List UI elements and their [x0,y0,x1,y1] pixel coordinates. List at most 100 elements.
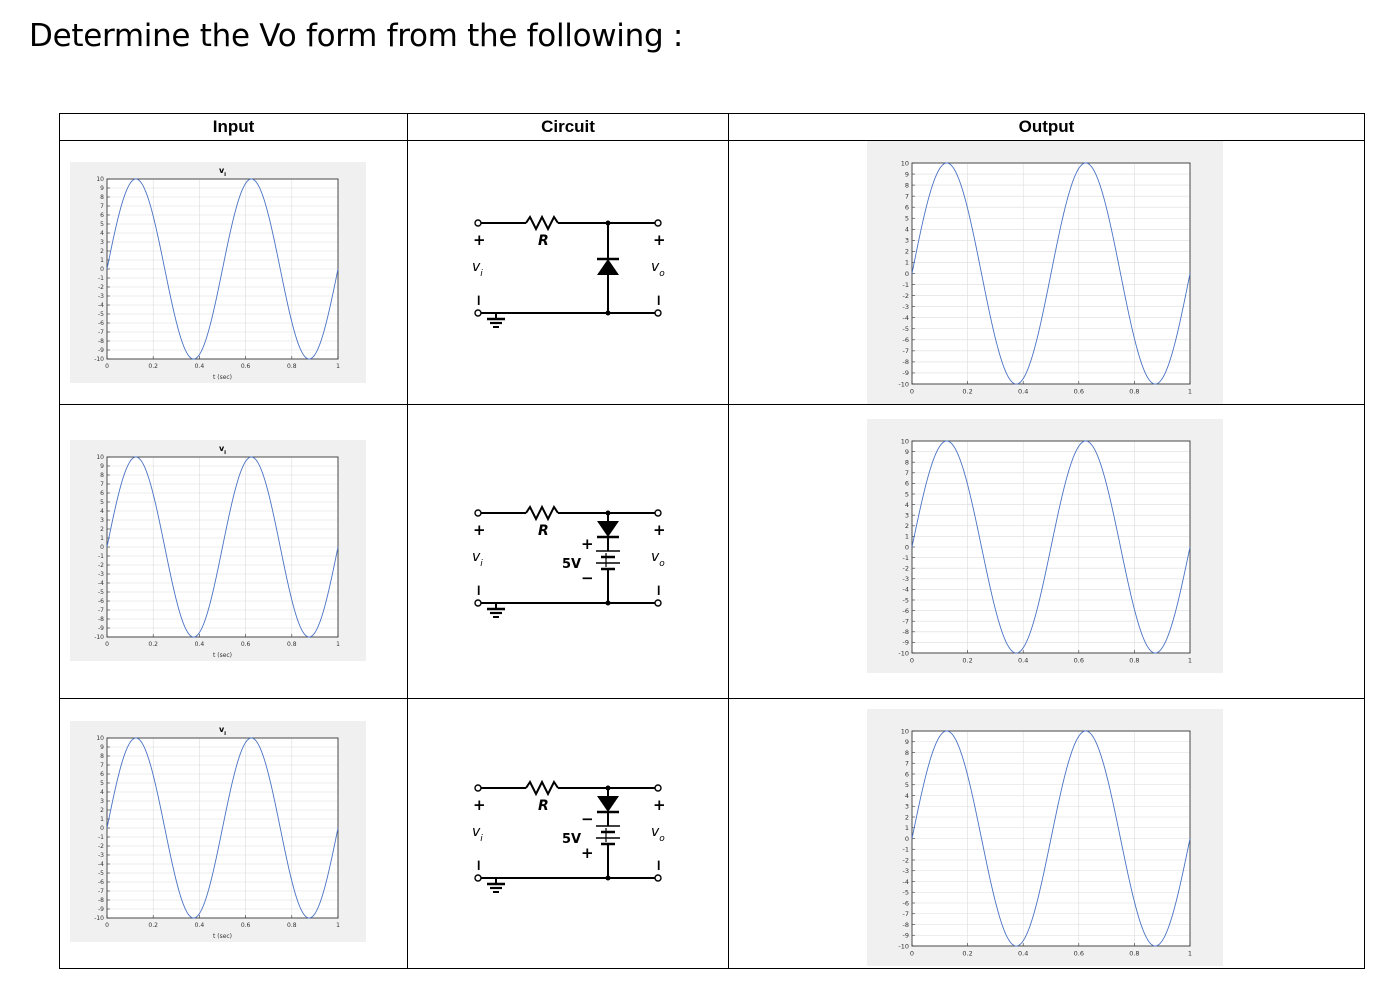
y-tick-label: 4 [905,792,909,800]
y-tick-label: -8 [903,628,909,636]
x-tick-label: 0.6 [241,922,251,929]
y-tick-label: -2 [98,843,104,850]
output-cell-2: 10 9 8 7 6 5 4 3 2 1 0 -1 -2 -3 -4 -5 -6 -7 -8 -9 -10 0 0.2 0.4… [728,404,1365,699]
circuit-diagram-3: R + − vi + − vo − +5V [470,779,668,893]
y-tick-label: -4 [903,314,909,322]
y-tick-label: 10 [901,727,909,735]
y-tick-label: 0 [100,544,104,551]
y-tick-label: 10 [96,735,104,742]
x-tick-label: 1 [336,922,340,929]
output-cell-3: 10 9 8 7 6 5 4 3 2 1 0 -1 -2 -3 -4 -5 -6 -7 -8 -9 -10 0 0.2 0.4… [728,698,1365,969]
x-axis-label: t (sec) [213,374,232,381]
terminal-node [654,874,662,882]
x-tick-label: 0.8 [1129,388,1139,396]
y-tick-label: 3 [905,803,909,811]
y-tick-label: 2 [905,813,909,821]
output-plot-3: 10 9 8 7 6 5 4 3 2 1 0 -1 -2 -3 -4 -5 -6 -7 -8 -9 -10 0 0.2 0.4… [867,709,1223,966]
y-tick-label: 0 [100,266,104,273]
y-tick-label: -4 [98,580,104,587]
y-tick-label: -10 [898,649,909,657]
y-tick-label: 0 [100,825,104,832]
y-tick-label: 8 [100,472,104,479]
y-tick-label: 4 [100,508,104,515]
x-tick-label: 0 [910,657,914,665]
input-plus-sign: + [473,231,486,249]
input-cell-3: 10 9 8 7 6 5 4 3 2 1 0 -1 -2 -3 -4 -5 -6 -7 -8 -9 -10 0 0.2 0.4… [59,698,408,969]
y-tick-label: 7 [905,760,909,768]
input-minus-sign: − [470,859,488,872]
y-tick-label: 2 [100,248,104,255]
output-minus-sign: − [650,859,668,872]
y-tick-label: 6 [905,770,909,778]
x-tick-label: 0.4 [195,922,205,929]
input-plot-1: 10 9 8 7 6 5 4 3 2 1 0 -1 -2 -3 -4 -5 -6 -7 -8 -9 -10 0 0.2 0.4… [70,162,366,383]
y-tick-label: 5 [100,499,104,506]
y-tick-label: -7 [903,910,909,918]
x-tick-label: 0.2 [962,388,972,396]
y-tick-label: -2 [98,562,104,569]
y-tick-label: -9 [98,906,104,913]
y-tick-label: 5 [905,490,909,498]
y-tick-label: -8 [98,338,104,345]
y-tick-label: -1 [98,834,104,841]
terminal-node [474,309,482,317]
diode-triangle [597,259,619,275]
x-tick-label: 0.4 [1018,950,1028,958]
circuit-diagram-2: R+−vi+−vo+−5V [470,504,668,618]
battery-top-sign: + [581,535,594,553]
terminal-node [654,219,662,227]
circuit-cell-1: R + − vi + − vo [407,140,729,405]
y-tick-label: -5 [98,589,104,596]
y-tick-label: -8 [98,616,104,623]
chart-title: vi [219,166,226,178]
y-tick-label: 3 [100,517,104,524]
output-voltage-label: vo [651,549,665,569]
x-tick-label: 1 [1188,388,1192,396]
y-tick-label: -7 [98,607,104,614]
problem-row-3: 10 9 8 7 6 5 4 3 2 1 0 -1 -2 -3 -4 -5 -6 -7 -8 -9 -10 0 0.2 0.4… [59,698,1365,969]
y-tick-label: 8 [905,458,909,466]
x-tick-label: 0 [910,388,914,396]
y-tick-label: -6 [98,598,104,605]
y-tick-label: -6 [98,879,104,886]
y-tick-label: -1 [903,554,909,562]
battery-top-sign: − [581,810,594,828]
x-tick-label: 0.6 [1074,657,1084,665]
y-tick-label: 6 [905,203,909,211]
y-tick-label: 6 [100,771,104,778]
y-tick-label: -8 [98,897,104,904]
x-tick-label: 0 [105,641,109,648]
y-tick-label: -2 [903,292,909,300]
y-tick-label: 9 [905,448,909,456]
x-tick-label: 0.6 [241,363,251,370]
y-tick-label: -10 [94,915,104,922]
x-tick-label: 1 [1188,657,1192,665]
y-tick-label: -6 [903,899,909,907]
input-plot-3: 10 9 8 7 6 5 4 3 2 1 0 -1 -2 -3 -4 -5 -6 -7 -8 -9 -10 0 0.2 0.4… [70,721,366,942]
question-title: Determine the Vo form from the following… [29,18,684,54]
y-tick-label: -1 [903,281,909,289]
x-axis-label: t (sec) [213,933,232,940]
y-tick-label: 6 [100,212,104,219]
battery-bottom-sign: − [581,569,594,587]
x-tick-label: 0.6 [1074,388,1084,396]
series-line [106,456,339,638]
y-tick-label: -3 [903,867,909,875]
terminal-node [654,784,662,792]
output-minus-sign: − [650,294,668,307]
y-tick-label: -6 [903,336,909,344]
x-tick-label: 0.6 [241,641,251,648]
input-cell-2: 10 9 8 7 6 5 4 3 2 1 0 -1 -2 -3 -4 -5 -6 -7 -8 -9 -10 0 0.2 0.4… [59,404,408,699]
y-tick-label: -9 [903,932,909,940]
y-tick-label: 8 [905,749,909,757]
y-tick-label: 10 [96,454,104,461]
input-minus-sign: − [470,584,488,597]
x-tick-label: 0.2 [148,922,158,929]
y-tick-label: -7 [98,888,104,895]
battery-bottom-sign: + [581,844,594,862]
series-line [911,730,1191,947]
x-tick-label: 0.8 [287,922,297,929]
terminal-node [474,874,482,882]
